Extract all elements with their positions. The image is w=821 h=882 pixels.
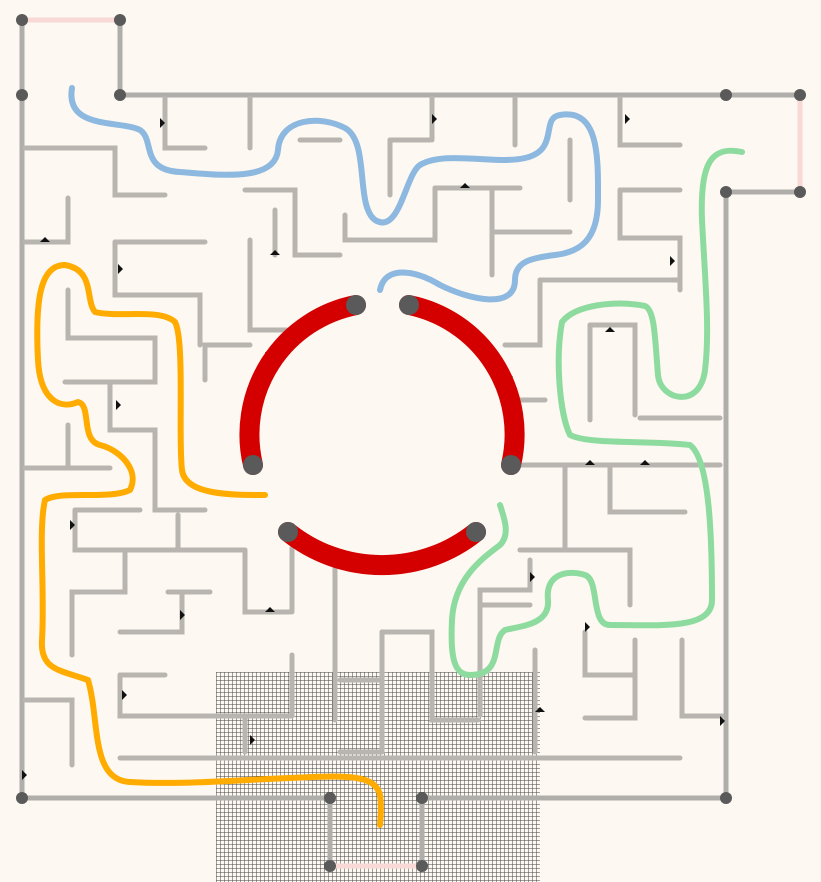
center-ring: [239, 295, 525, 576]
path-green[interactable]: [448, 147, 745, 678]
inner-walls: [22, 95, 725, 768]
wall-nodes: [16, 14, 806, 872]
ring-segment-right: [399, 295, 525, 475]
path-orange[interactable]: [34, 262, 384, 828]
path-blue[interactable]: [68, 85, 602, 303]
ring-segment-bottom: [278, 522, 486, 576]
ring-segment-left: [239, 295, 366, 475]
